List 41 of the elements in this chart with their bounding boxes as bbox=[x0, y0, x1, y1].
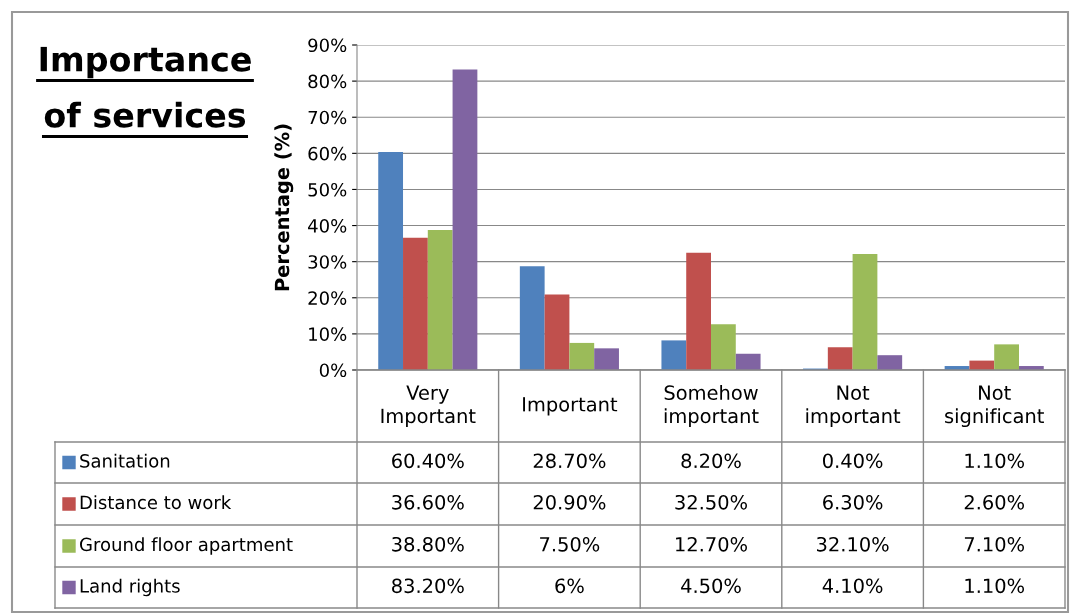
data-label: 6.30% bbox=[823, 494, 883, 510]
data-label: 4.10% bbox=[822, 578, 883, 594]
data-label: 2.60% bbox=[964, 494, 1025, 510]
data-label: 38.80% bbox=[392, 536, 464, 552]
data-label: 28.70% bbox=[533, 453, 606, 469]
x-tick-label: Not significant bbox=[945, 385, 1044, 428]
legend-label: Distance to work bbox=[80, 495, 232, 510]
data-label: 12.70% bbox=[676, 536, 747, 552]
data-label: 4.50% bbox=[681, 578, 741, 594]
y-tick-label: 70% bbox=[308, 110, 347, 125]
data-label: 6% bbox=[555, 578, 584, 594]
data-label: 32.10% bbox=[817, 536, 889, 552]
y-tick-label: 60% bbox=[308, 146, 347, 161]
data-label: 1.10% bbox=[965, 578, 1025, 594]
y-tick-label: 50% bbox=[308, 182, 347, 197]
data-label: 83.20% bbox=[392, 578, 464, 594]
legend-label: Land rights bbox=[80, 578, 180, 597]
x-tick-label: Somehow important bbox=[664, 384, 759, 428]
legend-label: Ground floor apartment bbox=[80, 537, 293, 555]
data-label: 8.20% bbox=[681, 453, 741, 469]
data-label: 60.40% bbox=[392, 453, 464, 469]
x-tick-label: Very Important bbox=[381, 385, 476, 428]
data-label: 20.90% bbox=[533, 494, 606, 510]
y-axis-title: Percentage (%) bbox=[274, 124, 294, 291]
data-label: 7.50% bbox=[540, 536, 600, 552]
y-tick-label: 90% bbox=[308, 38, 347, 53]
y-tick-label: 10% bbox=[309, 327, 347, 342]
data-label: 36.60% bbox=[392, 494, 464, 510]
data-label: 1.10% bbox=[965, 453, 1025, 469]
x-tick-label: Not important bbox=[806, 385, 901, 428]
y-tick-label: 0% bbox=[319, 363, 347, 378]
data-label: 7.10% bbox=[964, 536, 1025, 552]
y-tick-label: 20% bbox=[308, 291, 347, 305]
y-tick-label: 30% bbox=[308, 255, 347, 269]
data-label: 32.50% bbox=[675, 494, 747, 510]
legend-label: Sanitation bbox=[80, 453, 170, 468]
y-tick-label: 80% bbox=[308, 74, 347, 89]
data-label: 0.40% bbox=[823, 453, 883, 469]
text: Importance of services bbox=[40, 46, 251, 128]
x-tick-label: Important bbox=[523, 397, 618, 416]
y-tick-label: 40% bbox=[308, 219, 347, 233]
